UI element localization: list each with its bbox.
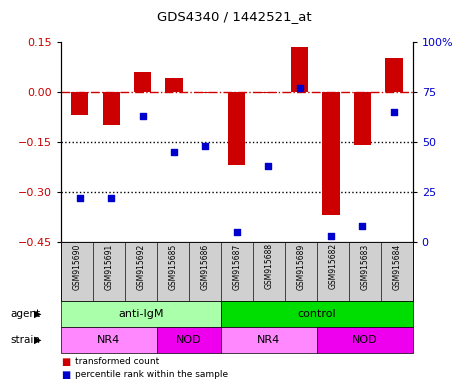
Bar [354, 92, 371, 145]
Point [233, 228, 241, 235]
Point [139, 113, 146, 119]
Point [76, 195, 83, 201]
Text: agent: agent [10, 309, 40, 319]
Point [107, 195, 115, 201]
Text: NR4: NR4 [97, 335, 121, 345]
Text: GSM915687: GSM915687 [232, 243, 242, 290]
Text: NOD: NOD [352, 335, 378, 345]
Text: anti-IgM: anti-IgM [118, 309, 164, 319]
Text: GSM915684: GSM915684 [392, 243, 401, 290]
Text: GSM915689: GSM915689 [296, 243, 305, 290]
Point [170, 149, 178, 155]
Text: GSM915690: GSM915690 [72, 243, 82, 290]
Text: GSM915691: GSM915691 [105, 243, 113, 290]
Text: transformed count: transformed count [75, 358, 159, 366]
Text: GSM915683: GSM915683 [360, 243, 369, 290]
Bar [228, 92, 245, 165]
Text: ▶: ▶ [34, 335, 41, 345]
Bar [322, 92, 340, 215]
Point [390, 109, 398, 115]
Bar [103, 92, 120, 125]
Text: GSM915685: GSM915685 [168, 243, 177, 290]
Point [265, 162, 272, 169]
Bar [291, 47, 308, 92]
Text: GSM915686: GSM915686 [200, 243, 209, 290]
Bar [385, 58, 402, 92]
Text: GSM915692: GSM915692 [136, 243, 145, 290]
Text: control: control [297, 309, 336, 319]
Text: NOD: NOD [176, 335, 202, 345]
Point [359, 222, 366, 228]
Text: ▶: ▶ [34, 309, 41, 319]
Text: GSM915682: GSM915682 [328, 243, 337, 290]
Text: strain: strain [10, 335, 40, 345]
Text: ■: ■ [61, 370, 70, 380]
Point [202, 142, 209, 149]
Bar [134, 72, 151, 92]
Text: NR4: NR4 [257, 335, 280, 345]
Text: ■: ■ [61, 357, 70, 367]
Bar [166, 78, 182, 92]
Text: GDS4340 / 1442521_at: GDS4340 / 1442521_at [157, 10, 312, 23]
Bar [260, 92, 277, 93]
Point [296, 85, 303, 91]
Bar [71, 92, 89, 115]
Text: percentile rank within the sample: percentile rank within the sample [75, 371, 228, 379]
Text: GSM915688: GSM915688 [265, 243, 273, 290]
Bar [197, 92, 214, 93]
Point [327, 232, 335, 238]
